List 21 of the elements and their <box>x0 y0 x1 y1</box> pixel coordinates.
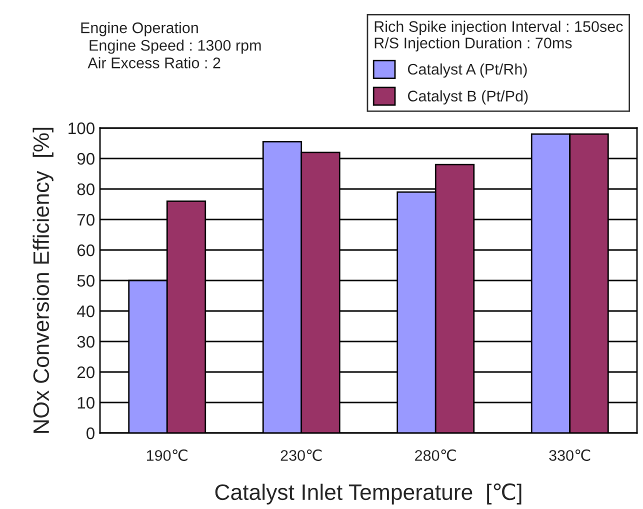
x-tick-label: 190℃ <box>146 449 188 461</box>
y-tick-label: 60 <box>77 244 94 256</box>
legend-label: Catalyst B (Pt/Pd) <box>408 90 528 104</box>
text: Engine Operation Engine Speed : 1300 rpm Air Excess Ratio : 2 <box>81 22 261 68</box>
x-tick-label: 280℃ <box>415 449 456 461</box>
y-tick-label: 90 <box>77 152 94 165</box>
x-axis-title: Catalyst Inlet Temperature [℃] <box>215 483 522 504</box>
y-tick-label: 10 <box>78 396 94 409</box>
y-tick-label: 20 <box>77 366 94 378</box>
y-axis-title: NOx Conversion Efficiency [%] <box>32 128 54 433</box>
x-tick-label: 330℃ <box>549 449 590 461</box>
y-tick-label: 40 <box>76 305 94 318</box>
legend-label: Catalyst A (Pt/Rh) <box>408 63 527 78</box>
y-tick-label: 80 <box>77 183 94 196</box>
y-tick-label: 70 <box>77 214 94 226</box>
y-tick-label: 100 <box>68 122 94 134</box>
legend-title: Rich Spike injection Interval : 150sec R/S Injection Duration : 70ms <box>374 20 623 52</box>
y-tick-label: 0 <box>86 427 94 440</box>
y-tick-label: 30 <box>77 336 94 348</box>
y-tick-label: 50 <box>77 274 94 287</box>
x-tick-label: 230℃ <box>280 449 322 461</box>
